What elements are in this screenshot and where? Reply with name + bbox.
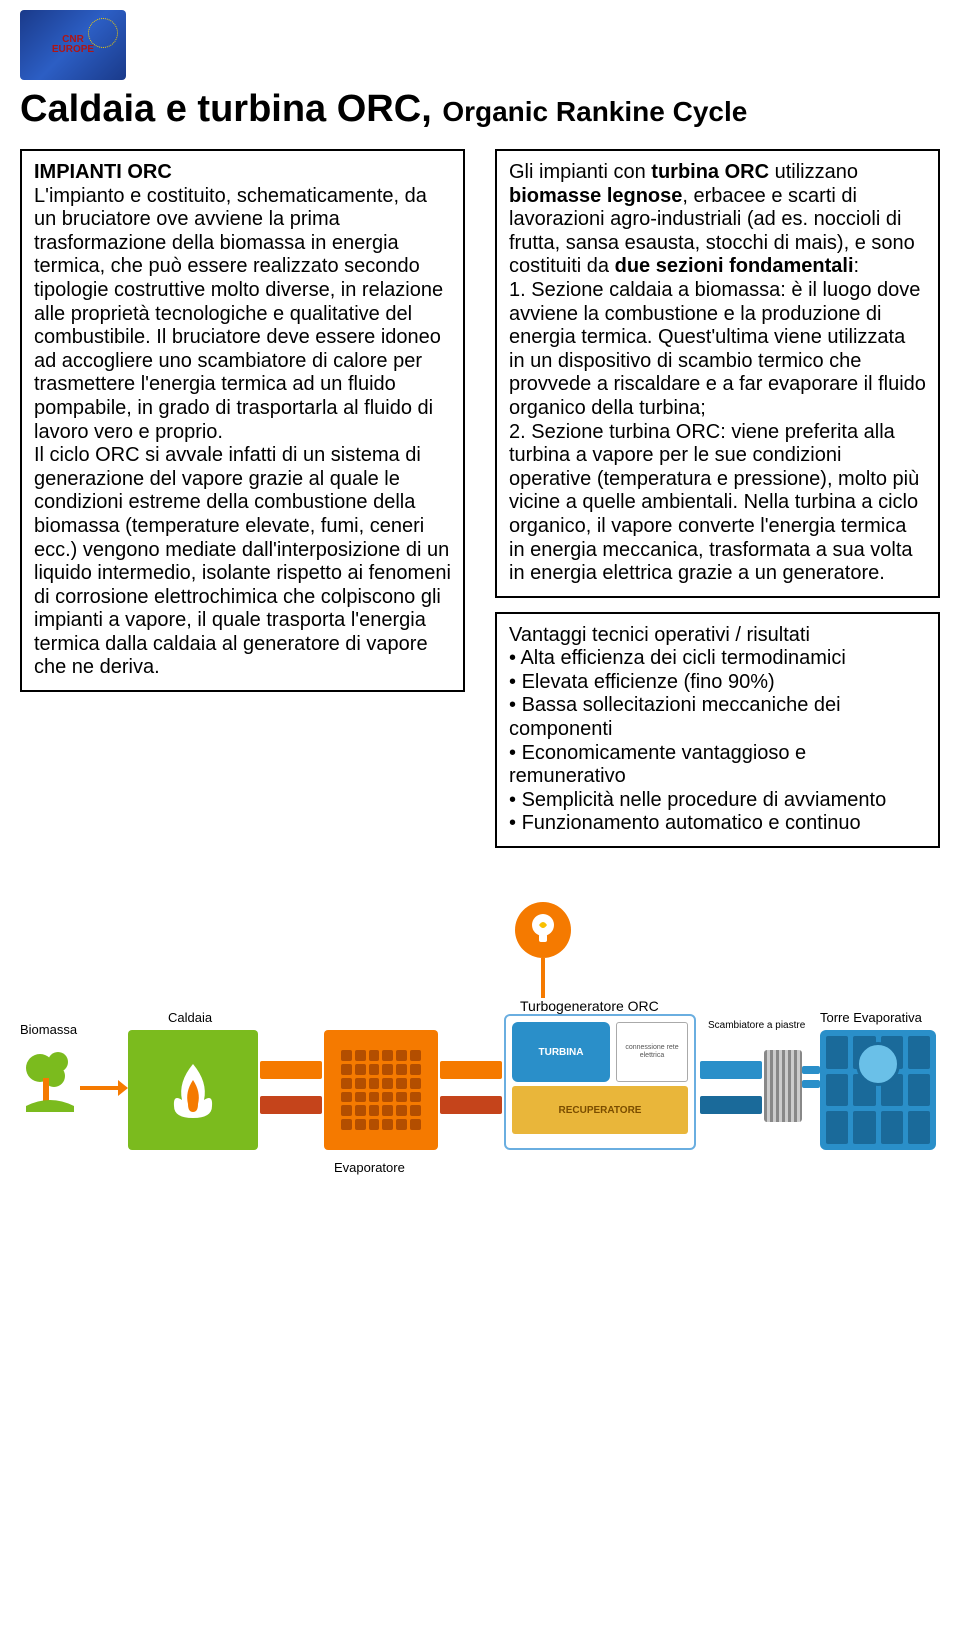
bullet-1-txt: Elevata efficienze (fino 90%): [522, 671, 775, 693]
turbina-label: TURBINA: [512, 1022, 610, 1082]
logo-line2: EUROPE: [52, 45, 94, 55]
content-columns: IMPIANTI ORC L'impianto e costituito, sc…: [20, 149, 940, 862]
sezione-1: 1. Sezione caldaia a biomassa: è il luog…: [509, 279, 926, 421]
caldaia-unit: [128, 1030, 258, 1150]
turbogeneratore-unit: TURBINA connessione rete elettrica RECUP…: [504, 1014, 696, 1150]
pipe-turbo-plate: [700, 1052, 762, 1122]
bullet-1: • Elevata efficienze (fino 90%): [509, 671, 926, 695]
label-turbogeneratore: Turbogeneratore ORC: [520, 998, 659, 1014]
recuperatore-label: RECUPERATORE: [512, 1086, 688, 1134]
r1-bold3: due sezioni fondamentali: [615, 255, 854, 277]
vantaggi-box: Vantaggi tecnici operativi / risultati •…: [495, 612, 940, 848]
connessione-label: connessione rete elettrica: [616, 1022, 688, 1082]
flame-icon: [168, 1060, 218, 1120]
bullet-5-txt: Funzionamento automatico e continuo: [522, 812, 861, 834]
pipe-plate-torre: [802, 1066, 820, 1106]
sezione-2: 2. Sezione turbina ORC: viene preferita …: [509, 421, 926, 586]
vantaggi-heading: Vantaggi tecnici operativi / risultati: [509, 624, 926, 648]
bulb-column: [508, 902, 578, 998]
arrow-biomass-caldaia: [80, 1086, 120, 1090]
left-column: IMPIANTI ORC L'impianto e costituito, sc…: [20, 149, 465, 862]
sezioni-box: Gli impianti con turbina ORC utilizzano …: [495, 149, 940, 598]
page-title: Caldaia e turbina ORC, Organic Rankine C…: [20, 88, 940, 131]
sezioni-intro: Gli impianti con turbina ORC utilizzano …: [509, 161, 926, 279]
label-evaporatore: Evaporatore: [334, 1160, 405, 1175]
bullet-3-txt: Economicamente vantaggioso e remunerativ…: [509, 742, 806, 788]
label-torre: Torre Evaporativa: [820, 1010, 922, 1025]
label-caldaia: Caldaia: [168, 1010, 212, 1025]
pipe-evap-turbo: [440, 1052, 502, 1122]
bullet-3: • Economicamente vantaggioso e remunerat…: [509, 742, 926, 789]
title-sub: Organic Rankine Cycle: [442, 96, 747, 127]
bullet-0-txt: Alta efficienza dei cicli termodinamici: [520, 647, 845, 669]
fan-icon: [856, 1042, 900, 1086]
bullet-2-txt: Bassa sollecitazioni meccaniche dei comp…: [509, 694, 841, 740]
evaporatore-unit: [324, 1030, 438, 1150]
bullet-4-txt: Semplicità nelle procedure di avviamento: [522, 789, 887, 811]
torre-unit: [820, 1030, 936, 1150]
bulb-connector: [541, 958, 545, 998]
title-main: Caldaia e turbina ORC,: [20, 88, 432, 130]
eu-stars-icon: [88, 18, 118, 48]
bullet-2: • Bassa sollecitazioni meccaniche dei co…: [509, 694, 926, 741]
bullet-0: • Alta efficienza dei cicli termodinamic…: [509, 647, 926, 671]
label-scambiatore: Scambiatore a piastre: [708, 1020, 805, 1031]
pipe-caldaia-evap: [260, 1052, 322, 1122]
r1-txt-d: :: [854, 255, 860, 277]
bullet-5: • Funzionamento automatico e continuo: [509, 812, 926, 836]
bullet-4: • Semplicità nelle procedure di avviamen…: [509, 789, 926, 813]
r1-bold2: biomasse legnose: [509, 185, 682, 207]
label-biomassa: Biomassa: [20, 1022, 77, 1037]
impianti-orc-box: IMPIANTI ORC L'impianto e costituito, sc…: [20, 149, 465, 692]
left-box-body: L'impianto e costituito, schematicamente…: [34, 185, 451, 680]
r1-txt-a: Gli impianti con: [509, 161, 651, 183]
left-box-heading: IMPIANTI ORC: [34, 161, 451, 185]
evap-grid-icon: [341, 1050, 421, 1130]
r1-txt-b: utilizzano: [769, 161, 858, 183]
orc-process-diagram: Biomassa Caldaia Evaporatore Turbogenera…: [20, 902, 940, 1182]
lightbulb-icon: [515, 902, 571, 958]
right-column: Gli impianti con turbina ORC utilizzano …: [495, 149, 940, 862]
logo-badge: CNR EUROPE: [20, 10, 126, 80]
r1-bold1: turbina ORC: [651, 161, 769, 183]
plate-exchanger-icon: [764, 1050, 802, 1122]
